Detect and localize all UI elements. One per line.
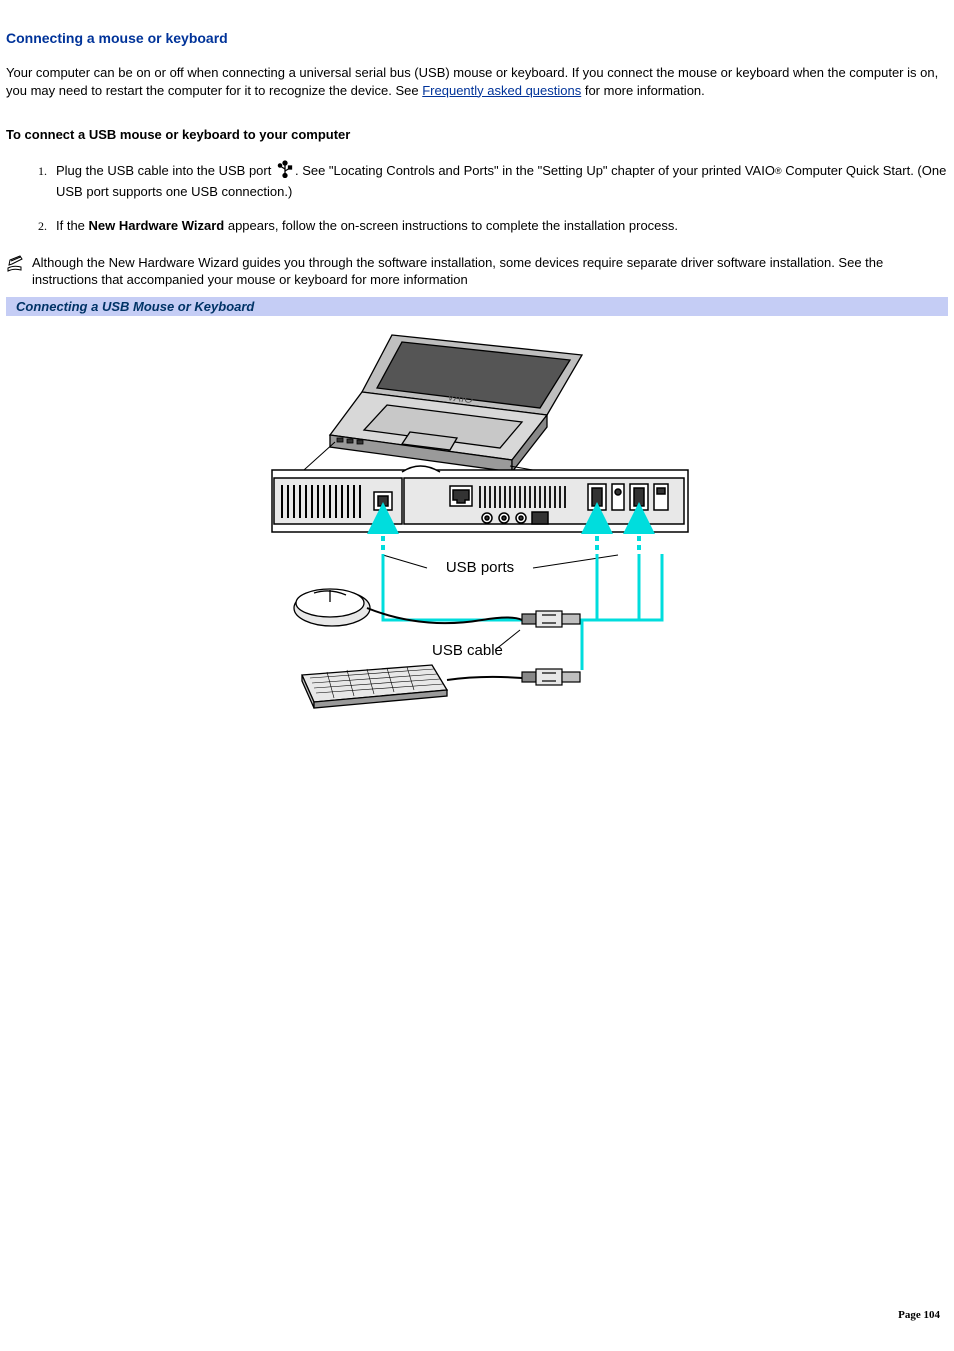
intro-text-2: for more information. (581, 83, 705, 98)
note-block: Although the New Hardware Wizard guides … (6, 254, 948, 289)
usb-trident-icon (277, 160, 293, 183)
figure-caption: Connecting a USB Mouse or Keyboard (6, 297, 948, 316)
step-2: If the New Hardware Wizard appears, foll… (50, 217, 948, 235)
step1-text-a: Plug the USB cable into the USB port (56, 163, 275, 178)
step-1: Plug the USB cable into the USB port . S… (50, 160, 948, 201)
diagram-container: VAIO (6, 316, 948, 720)
pencil-note-icon (6, 254, 28, 277)
faq-link[interactable]: Frequently asked questions (422, 83, 581, 98)
label-usb-ports: USB ports (446, 559, 514, 576)
registered-mark: ® (775, 166, 782, 176)
page-number: Page 104 (898, 1309, 940, 1321)
note-text: Although the New Hardware Wizard guides … (32, 254, 948, 289)
usb-connection-diagram: VAIO (252, 320, 702, 720)
step2-text-b: appears, follow the on-screen instructio… (224, 218, 678, 233)
intro-paragraph: Your computer can be on or off when conn… (6, 64, 948, 99)
section-heading: Connecting a mouse or keyboard (6, 30, 948, 46)
step2-text-a: If the (56, 218, 89, 233)
step1-text-b: . See "Locating Controls and Ports" in t… (295, 163, 775, 178)
step-list: Plug the USB cable into the USB port . S… (6, 160, 948, 236)
step2-bold: New Hardware Wizard (89, 218, 225, 233)
procedure-subhead: To connect a USB mouse or keyboard to yo… (6, 127, 948, 142)
label-usb-cable: USB cable (432, 642, 503, 659)
